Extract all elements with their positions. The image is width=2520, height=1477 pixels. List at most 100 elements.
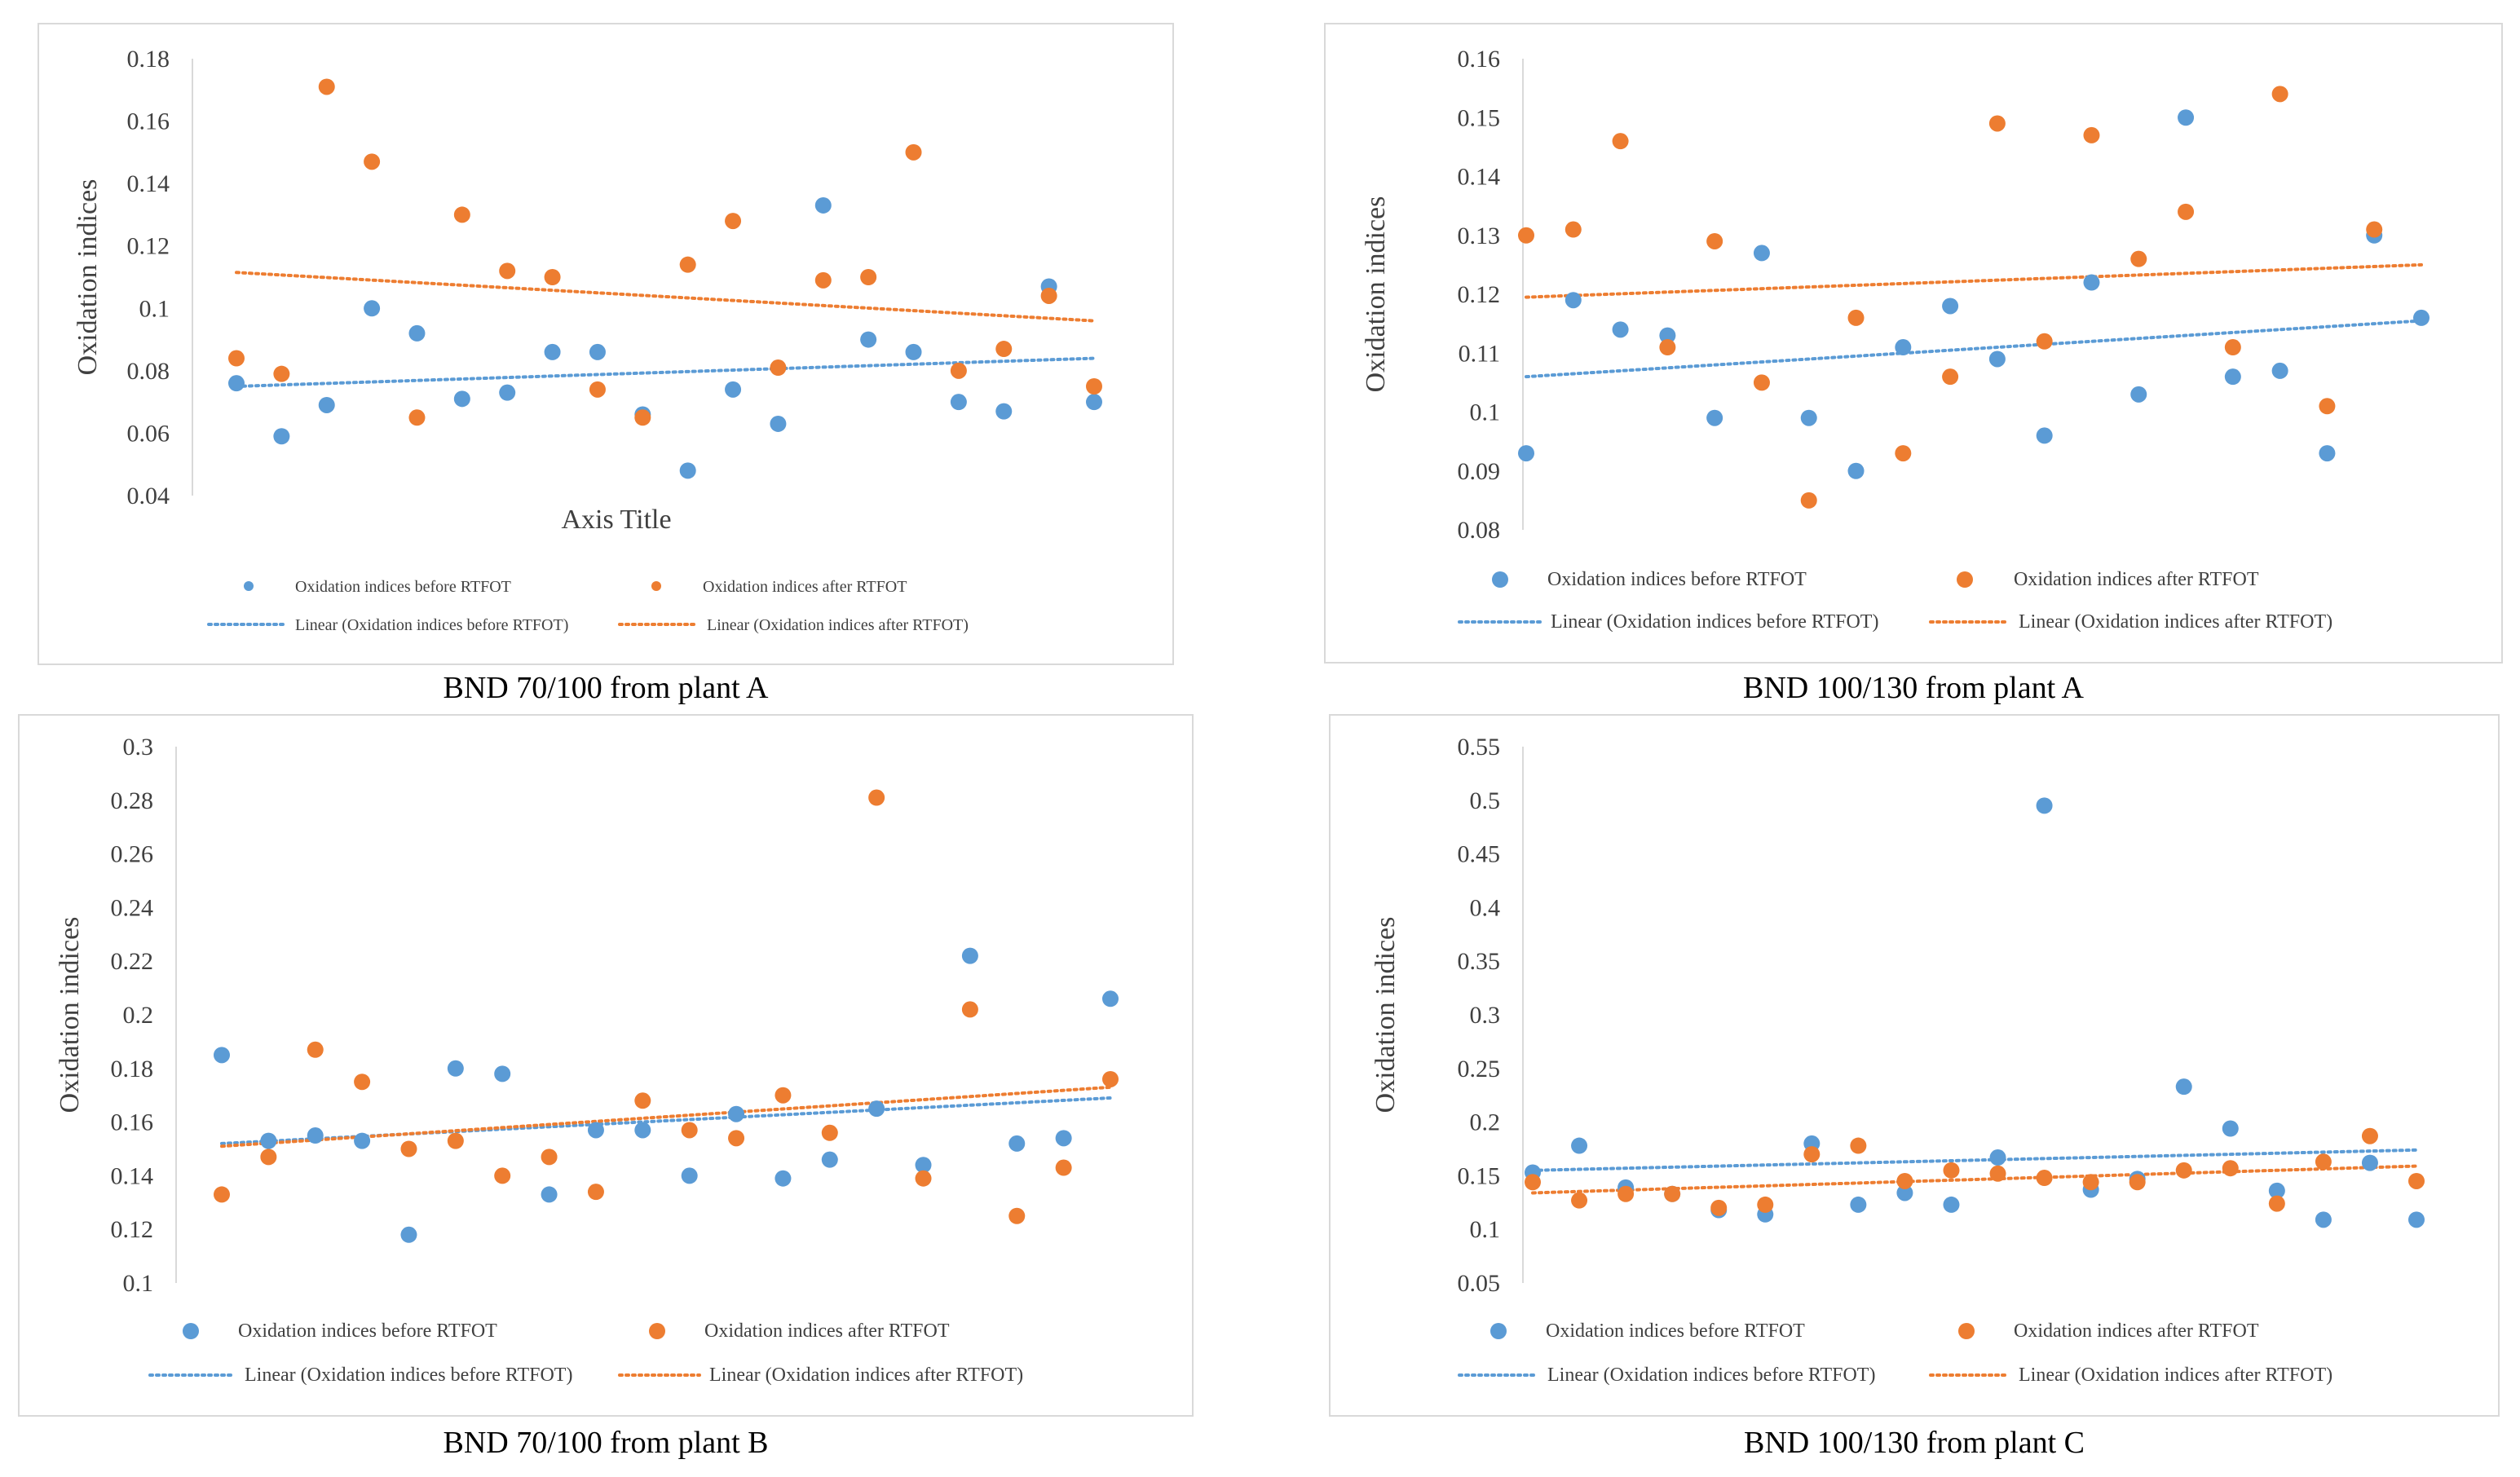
point-after — [1988, 115, 2006, 132]
legend-label-after: Oxidation indices after RTFOT — [704, 1320, 950, 1342]
point-before — [1988, 351, 2006, 368]
point-after — [2129, 1174, 2146, 1191]
point-after — [364, 153, 381, 170]
point-before — [770, 415, 787, 432]
point-after — [2319, 398, 2336, 415]
point-after — [1943, 1162, 1960, 1179]
legend-marker-before — [1492, 571, 1508, 588]
point-after — [728, 1130, 745, 1147]
point-before — [1565, 292, 1582, 309]
y-tick-label: 0.12 — [127, 233, 170, 260]
y-tick-label: 0.14 — [127, 170, 170, 197]
point-after — [1757, 1196, 1774, 1213]
trendline-before — [1525, 319, 2423, 379]
point-before — [1847, 462, 1865, 479]
point-after — [544, 269, 561, 285]
y-tick-label: 0.2 — [1470, 1109, 1501, 1136]
legend-marker-after — [651, 581, 661, 591]
point-after — [905, 143, 922, 161]
point-before — [860, 331, 877, 348]
legend-marker-after — [1957, 571, 1973, 588]
point-before — [1102, 990, 1119, 1007]
point-before — [995, 403, 1013, 420]
point-before — [408, 324, 426, 342]
chart-2: 0.08 0.09 0.1 0.11 0.12 0.13 0.14 0.15 0.16 Oxida… — [1361, 46, 2430, 633]
point-after — [1518, 227, 1534, 244]
point-after — [228, 350, 245, 367]
point-after — [1989, 1165, 2006, 1182]
legend-label-linear-after: Linear (Oxidation indices after RTFOT) — [2019, 1365, 2332, 1386]
point-after — [2315, 1153, 2332, 1171]
point-before — [679, 462, 696, 479]
legend-label-linear-before: Linear (Oxidation indices before RTFOT) — [1547, 1365, 1875, 1386]
y-tick-label: 0.05 — [1458, 1270, 1501, 1297]
point-before — [544, 343, 561, 360]
point-after — [400, 1140, 417, 1157]
point-after — [1525, 1174, 1541, 1191]
legend-marker-after — [649, 1323, 665, 1339]
trendline-before — [220, 1096, 1112, 1145]
y-tick-label: 0.13 — [1458, 223, 1501, 249]
point-after — [1896, 1172, 1913, 1189]
point-before — [364, 300, 381, 317]
point-before — [1518, 445, 1534, 462]
point-before — [1895, 339, 1912, 356]
legend-marker-before — [183, 1323, 199, 1339]
point-before — [1008, 1135, 1026, 1152]
trendline-after — [235, 271, 1096, 323]
y-tick-label: 0.5 — [1470, 787, 1501, 814]
chart-3: 0.1 0.12 0.14 0.16 0.18 0.2 0.22 0.24 0.26 0.28 0.… — [55, 734, 1119, 1386]
chart-caption-2: BND 100/130 from plant A — [1743, 671, 2084, 705]
point-after — [260, 1149, 277, 1166]
point-before — [260, 1132, 277, 1149]
point-before — [821, 1151, 838, 1168]
point-before — [494, 1065, 511, 1082]
point-after — [725, 213, 742, 230]
chart-panel-1 — [38, 23, 1174, 665]
point-after — [915, 1170, 932, 1187]
point-after — [214, 1186, 230, 1203]
point-after — [860, 269, 877, 285]
y-tick-label: 0.45 — [1458, 841, 1501, 868]
legend-label-linear-after: Linear (Oxidation indices after RTFOT) — [707, 616, 969, 634]
y-tick-label: 0.4 — [1470, 894, 1501, 921]
legend-label-linear-after: Linear (Oxidation indices after RTFOT) — [2019, 611, 2332, 633]
chart-panel-4 — [1329, 714, 2500, 1417]
point-after — [1102, 1070, 1119, 1087]
legend-label-after: Oxidation indices after RTFOT — [2014, 1320, 2259, 1342]
point-before — [2222, 1120, 2239, 1137]
point-after — [2222, 1160, 2239, 1177]
y-tick-label: 0.18 — [111, 1056, 154, 1082]
point-before — [1989, 1149, 2006, 1166]
point-after — [950, 362, 967, 379]
point-after — [1895, 445, 1912, 462]
point-before — [1942, 298, 1959, 315]
point-before — [634, 1122, 651, 1139]
point-after — [273, 365, 290, 382]
point-before — [453, 390, 470, 408]
point-after — [494, 1167, 511, 1184]
chart-panel-2 — [1324, 23, 2503, 664]
point-before — [2271, 362, 2288, 379]
legend-label-after: Oxidation indices after RTFOT — [2014, 569, 2259, 590]
trendline-after — [220, 1085, 1112, 1149]
point-after — [587, 1184, 604, 1201]
point-before — [1896, 1184, 1913, 1201]
point-after — [681, 1122, 698, 1139]
point-before — [681, 1167, 698, 1184]
point-before — [2175, 1078, 2192, 1096]
y-tick-label: 0.26 — [111, 841, 154, 868]
point-before — [1800, 409, 1817, 426]
y-tick-label: 0.15 — [1458, 1162, 1501, 1189]
point-after — [1086, 378, 1102, 395]
point-after — [1055, 1159, 1072, 1176]
point-after — [2083, 126, 2100, 143]
point-before — [961, 947, 978, 964]
y-tick-label: 0.1 — [123, 1270, 154, 1297]
point-before — [2268, 1182, 2285, 1199]
point-before — [587, 1122, 604, 1139]
legend-marker-before — [1490, 1323, 1507, 1339]
point-after — [1664, 1185, 1681, 1202]
y-tick-label: 0.35 — [1458, 948, 1501, 975]
